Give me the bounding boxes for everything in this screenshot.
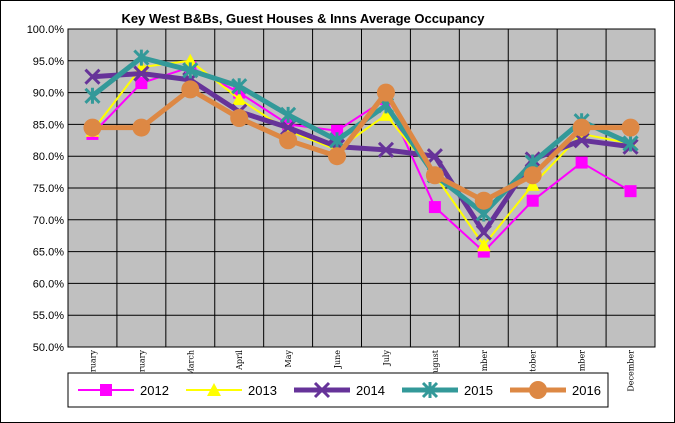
data-point: [182, 62, 199, 79]
y-tick-label: 60.0%: [33, 278, 64, 290]
y-tick-label: 65.0%: [33, 247, 64, 259]
data-point: [622, 135, 639, 152]
data-point: [377, 141, 395, 158]
data-point: [280, 106, 297, 123]
legend-label: 2012: [140, 383, 169, 398]
y-tick-label: 70.0%: [33, 215, 64, 227]
x-tick-label: ruary: [137, 350, 146, 373]
x-tick-label: July: [382, 350, 391, 367]
data-point: [474, 191, 493, 210]
x-tick-label: May: [284, 350, 293, 368]
y-tick-label: 80.0%: [33, 151, 64, 163]
y-axis-ticks: 100.0% 95.0% 90.0% 85.0% 80.0% 75.0% 70.0% 65.0…: [27, 24, 65, 354]
x-tick-label: April: [235, 350, 244, 371]
data-point: [231, 78, 248, 95]
data-point: [135, 77, 148, 90]
data-point: [132, 118, 151, 137]
data-point: [525, 177, 540, 191]
y-tick-label: 55.0%: [33, 310, 64, 322]
y-tick-label: 100.0%: [27, 24, 65, 36]
y-tick-label: 90.0%: [33, 88, 64, 100]
data-point: [476, 238, 491, 252]
legend-label: 2016: [572, 383, 601, 398]
x-tick-label: ruary: [88, 350, 97, 373]
y-tick-label: 75.0%: [33, 183, 64, 195]
data-point: [84, 87, 101, 104]
y-tick-label: 50.0%: [33, 342, 64, 354]
data-point: [376, 83, 395, 102]
data-point: [328, 147, 347, 166]
chart-title: Key West B&Bs, Guest Houses & Inns Avera…: [122, 11, 486, 26]
data-point: [425, 166, 444, 185]
x-tick-label: ugust: [431, 349, 440, 373]
x-tick-label: mber: [480, 350, 489, 371]
data-point: [529, 381, 547, 399]
data-point: [621, 118, 640, 137]
y-tick-label: 85.0%: [33, 119, 64, 131]
data-point: [279, 131, 298, 150]
legend-items: 2012 2013 2014 2015 2016: [78, 381, 601, 399]
legend-item-2016: 2016: [510, 381, 601, 399]
data-point: [183, 53, 198, 67]
data-point: [572, 118, 591, 137]
data-point: [100, 384, 112, 396]
data-point: [230, 109, 249, 128]
legend-label: 2013: [248, 383, 277, 398]
data-point: [421, 381, 439, 399]
data-point: [428, 201, 441, 214]
data-point: [133, 65, 150, 82]
y-tick-label: 95.0%: [33, 56, 64, 68]
legend-label: 2015: [464, 383, 493, 398]
legend-item-2013: 2013: [186, 383, 277, 398]
x-tick-label: tober: [529, 350, 538, 372]
data-point: [207, 383, 221, 396]
data-point: [624, 185, 637, 198]
data-point: [575, 156, 588, 169]
x-tick-label: June: [333, 350, 342, 370]
x-tick-label: mber: [578, 350, 587, 371]
data-point: [378, 107, 393, 121]
x-axis-ticks: ruary ruary March April May June July ugust mber…: [88, 349, 635, 391]
x-tick-label: December: [627, 350, 636, 392]
legend-label: 2014: [356, 383, 385, 398]
x-tick-label: March: [186, 350, 195, 376]
data-point: [133, 49, 150, 66]
data-point: [526, 194, 539, 207]
data-point: [181, 80, 200, 99]
series-lines: [83, 49, 640, 258]
legend: 2012 2013 2014 2015 2016: [67, 372, 609, 408]
data-point: [232, 91, 247, 105]
legend-item-2015: 2015: [402, 381, 493, 399]
data-point: [573, 132, 590, 149]
data-point: [83, 118, 102, 137]
data-point: [313, 381, 331, 399]
data-point: [426, 148, 443, 165]
data-point: [84, 68, 101, 85]
series-line: [92, 86, 631, 204]
legend-item-2014: 2014: [294, 381, 385, 399]
data-point: [328, 132, 346, 149]
legend-item-2012: 2012: [78, 383, 169, 398]
data-point: [280, 119, 297, 136]
data-point: [331, 124, 344, 137]
series-2016: [83, 80, 640, 210]
data-point: [475, 224, 492, 241]
data-point: [523, 166, 542, 185]
